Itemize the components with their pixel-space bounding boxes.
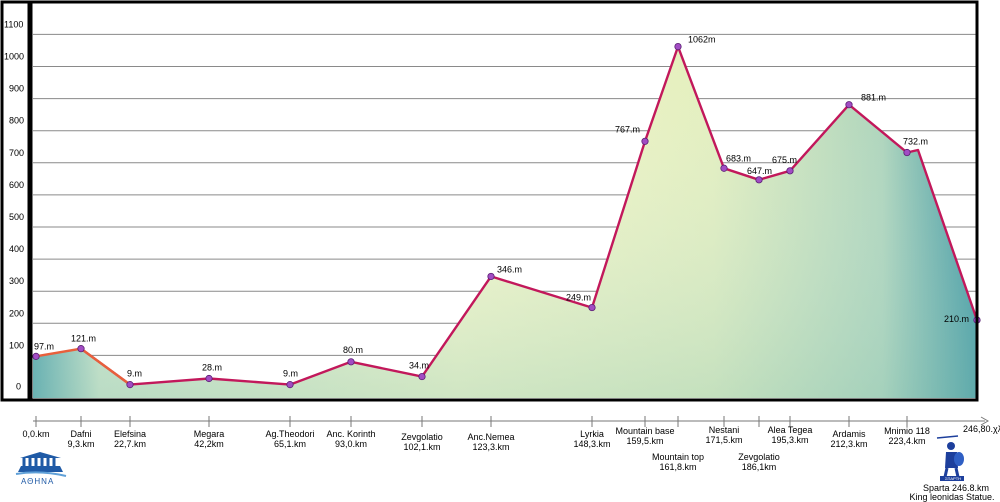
location-name-label: Nestani [709, 425, 740, 435]
elevation-labels: 97.m 121.m 9.m 28.m 9.m 80.m 34.m 346.m 249.m 767… [34, 35, 969, 379]
y-tick-label: 800 [9, 116, 24, 126]
distance-label: 93,0.km [335, 439, 367, 449]
elevation-point [845, 101, 853, 109]
athens-logo-text: ΑΘΗΝΑ [21, 477, 54, 486]
location-name-label: Anc. Korinth [326, 429, 375, 439]
y-tick-label: 600 [9, 180, 24, 190]
elevation-label: 1062m [688, 35, 716, 45]
elevation-label: 683.m [726, 153, 751, 163]
y-tick-label: 100 [9, 340, 24, 350]
elevation-point [903, 148, 911, 157]
elevation-point [418, 372, 426, 381]
elevation-point [588, 303, 596, 312]
leonidas-statue-icon: ΣΠΑΡΤΗ [936, 435, 964, 481]
elevation-point [641, 137, 649, 145]
y-axis-panel [0, 0, 31, 402]
elevation-label: 34.m [409, 361, 429, 371]
distance-label: 22,7.km [114, 439, 146, 449]
athens-logo: ΑΘΗΝΑ [15, 452, 67, 486]
location-name-label: Zevgolatio [738, 452, 780, 462]
distance-label: 212,3.km [830, 439, 867, 449]
location-name-label: Sparta 246.8.km [923, 483, 989, 493]
distance-label: 123,3.km [472, 442, 509, 452]
elevation-point [286, 381, 294, 389]
elevation-label: 647.m [747, 166, 772, 176]
elevation-point [205, 374, 213, 383]
y-tick-label: 500 [9, 212, 24, 222]
location-name-label: Alea Tegea [768, 425, 813, 435]
y-tick-label: 200 [9, 308, 24, 318]
sparta-logo-text: ΣΠΑΡΤΗ [945, 476, 961, 481]
elevation-label: 210.m [944, 314, 969, 324]
distance-label: 195,3.km [771, 435, 808, 445]
location-name-label: Dafni [70, 429, 91, 439]
elevation-point [32, 352, 40, 360]
location-name-label: Ag.Theodori [265, 429, 314, 439]
distance-axis-end-label: 246,80.χλμ [963, 424, 1000, 434]
location-name-label: Elefsina [114, 429, 146, 439]
y-tick-label: 300 [9, 276, 24, 286]
location-name-label: Mountain base [615, 426, 674, 436]
elevation-markers [32, 42, 981, 389]
elevation-label: 9.m [127, 369, 142, 379]
y-tick-label: 1000 [4, 52, 24, 62]
distance-label: 223,4.km [888, 436, 925, 446]
elevation-label: 346.m [497, 264, 522, 274]
distance-label: King leonidas Statue. [909, 492, 994, 502]
elevation-point [674, 42, 682, 51]
distance-ticks [35, 416, 908, 427]
elevation-label: 767.m [615, 124, 640, 134]
elevation-label: 97.m [34, 341, 54, 351]
distance-label: 102,1.km [403, 442, 440, 452]
elevation-area-shade [33, 46, 977, 398]
elevation-label: 121.m [71, 334, 96, 344]
elevation-label: 249.m [566, 293, 591, 303]
y-tick-label: 0 [16, 382, 21, 392]
elevation-point [786, 167, 794, 175]
location-name-label: Zevgolatio [401, 432, 443, 442]
distance-label: 159,5.km [626, 436, 663, 446]
elevation-label: 732.m [903, 137, 928, 147]
distance-label: 42,2km [194, 439, 224, 449]
location-name-label: Anc.Nemea [467, 432, 514, 442]
elevation-point [347, 358, 355, 366]
location-name-label: Megara [194, 429, 225, 439]
elevation-point [720, 164, 728, 172]
elevation-label: 9.m [283, 369, 298, 379]
y-tick-labels: 0 100 200 300 400 500 600 700 800 900 1000 1100 [4, 19, 24, 391]
distance-label: 186,1km [742, 462, 777, 472]
elevation-point [77, 345, 85, 353]
distance-label: 171,5.km [705, 435, 742, 445]
distance-label: 161,8.km [659, 462, 696, 472]
elevation-label: 28.m [202, 363, 222, 373]
y-tick-label: 700 [9, 148, 24, 158]
distance-label: 65,1.km [274, 439, 306, 449]
distance-label: 0,0.km [22, 429, 49, 439]
location-name-label: Mnimio 118 [884, 426, 930, 436]
elevation-point [487, 272, 495, 281]
y-tick-label: 1100 [4, 19, 23, 29]
elevation-label: 675.m [772, 155, 797, 165]
distance-label: 148,3.km [573, 439, 610, 449]
location-name-label: Ardamis [832, 429, 866, 439]
y-tick-label: 400 [9, 244, 24, 254]
location-name-label: Mountain top [652, 452, 704, 462]
elevation-label: 881.m [861, 93, 886, 103]
elevation-label: 80.m [343, 345, 363, 355]
distance-axis-arrow [980, 416, 990, 426]
location-name-label: Lyrkia [580, 429, 604, 439]
plot-frame [29, 0, 979, 402]
y-tick-label: 900 [9, 84, 24, 94]
elevation-point [126, 381, 134, 389]
elevation-point [755, 176, 763, 184]
distance-label: 9,3.km [67, 439, 94, 449]
